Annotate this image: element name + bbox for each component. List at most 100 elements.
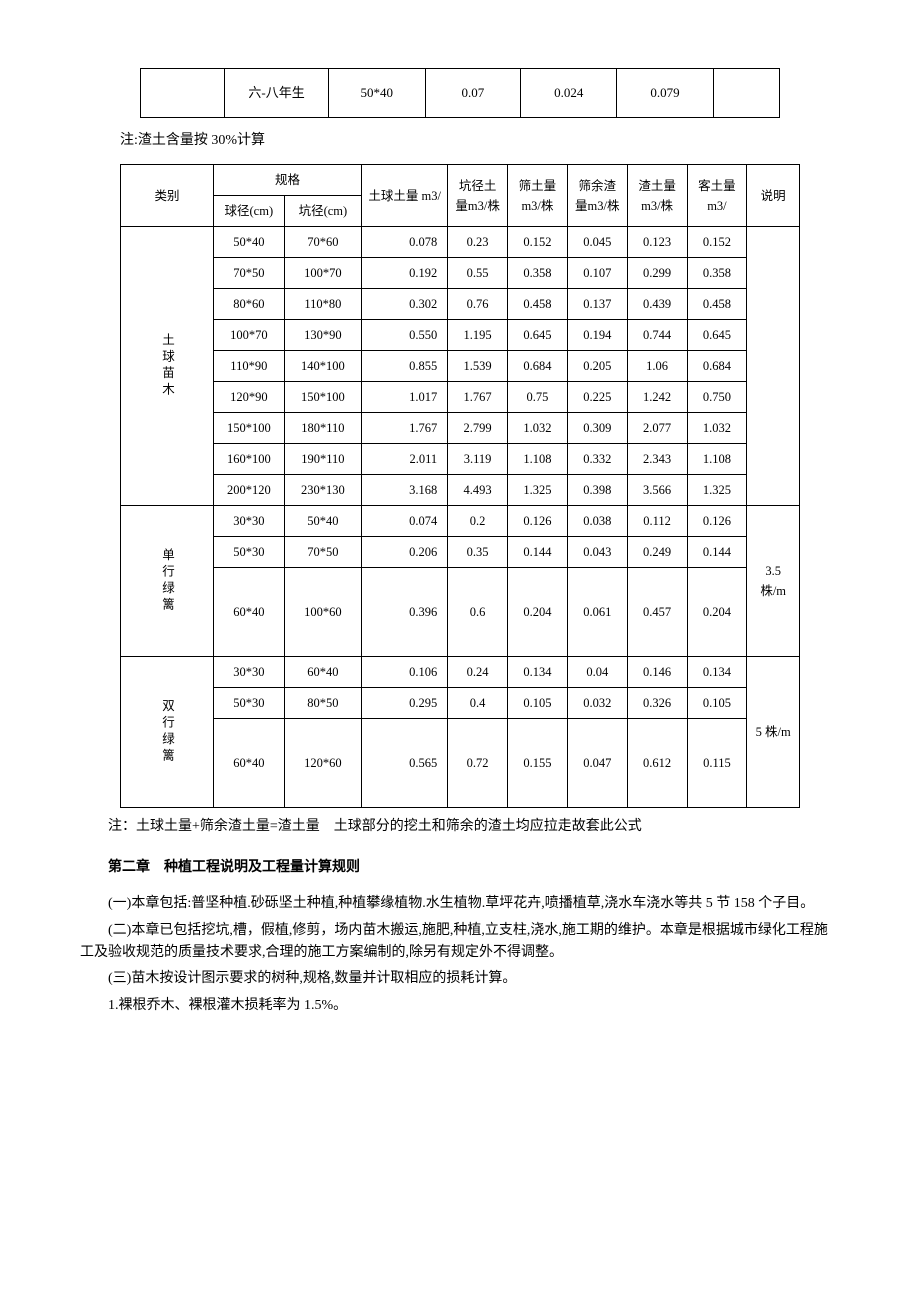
data-cell: 2.343 [627,444,687,475]
data-cell: 1.108 [687,444,747,475]
data-cell: 0.112 [627,506,687,537]
data-cell: 3.168 [362,475,448,506]
data-cell: 1.108 [508,444,568,475]
hdr-slag-vol: 渣土量m3/株 [627,165,687,227]
data-cell: 0.126 [508,506,568,537]
data-cell: 0.043 [567,537,627,568]
data-cell: 230*130 [284,475,361,506]
data-cell: 130*90 [284,320,361,351]
data-cell: 0.299 [627,258,687,289]
data-cell: 1.767 [448,382,508,413]
data-cell: 0.105 [687,688,747,719]
data-cell: 0.76 [448,289,508,320]
para-2: (二)本章已包括挖坑,槽，假植,修剪，场内苗木搬运,施肥,种植,立支柱,浇水,施… [80,920,840,965]
data-cell: 0.302 [362,289,448,320]
data-cell: 30*30 [214,657,285,688]
data-cell: 3.119 [448,444,508,475]
data-cell: 120*60 [284,719,361,808]
cell: 六-八年生 [225,69,329,118]
data-cell: 0.550 [362,320,448,351]
data-cell: 0.744 [627,320,687,351]
data-cell: 70*50 [284,537,361,568]
data-cell: 1.032 [508,413,568,444]
cell-empty [141,69,225,118]
data-cell: 200*120 [214,475,285,506]
data-cell: 140*100 [284,351,361,382]
data-cell: 0.146 [627,657,687,688]
data-cell: 1.325 [687,475,747,506]
data-cell: 0.358 [687,258,747,289]
note-cell [747,227,800,506]
data-cell: 0.106 [362,657,448,688]
cat-cell: 单行绿篱 [121,506,214,657]
data-cell: 0.045 [567,227,627,258]
data-cell: 100*70 [284,258,361,289]
data-cell: 0.205 [567,351,627,382]
data-cell: 2.077 [627,413,687,444]
note-cell: 5 株/m [747,657,800,808]
data-cell: 0.684 [687,351,747,382]
hdr-note: 说明 [747,165,800,227]
data-cell: 0.134 [508,657,568,688]
data-cell: 50*30 [214,537,285,568]
para-1: (一)本章包括:普坚种植.砂砾坚土种植,种植攀缘植物.水生植物.草坪花卉,喷播植… [80,893,840,915]
data-cell: 0.204 [508,568,568,657]
hdr-ball-dia: 球径(cm) [214,196,285,227]
data-cell: 0.457 [627,568,687,657]
data-cell: 0.612 [627,719,687,808]
data-cell: 0.72 [448,719,508,808]
data-cell: 4.493 [448,475,508,506]
data-cell: 0.047 [567,719,627,808]
hdr-pit-dia: 坑径(cm) [284,196,361,227]
data-cell: 190*110 [284,444,361,475]
data-cell: 0.225 [567,382,627,413]
data-cell: 0.061 [567,568,627,657]
data-cell: 2.011 [362,444,448,475]
data-cell: 50*30 [214,688,285,719]
data-cell: 0.2 [448,506,508,537]
data-cell: 0.645 [508,320,568,351]
data-cell: 0.074 [362,506,448,537]
data-cell: 1.195 [448,320,508,351]
data-cell: 0.326 [627,688,687,719]
data-cell: 0.152 [687,227,747,258]
cell: 0.07 [425,69,521,118]
data-cell: 0.038 [567,506,627,537]
data-cell: 0.750 [687,382,747,413]
data-cell: 1.032 [687,413,747,444]
data-cell: 0.204 [687,568,747,657]
data-cell: 0.032 [567,688,627,719]
data-cell: 1.06 [627,351,687,382]
data-cell: 0.24 [448,657,508,688]
data-cell: 0.458 [687,289,747,320]
data-cell: 110*80 [284,289,361,320]
hdr-pit-vol: 坑径土量m3/株 [448,165,508,227]
data-cell: 0.107 [567,258,627,289]
data-cell: 0.332 [567,444,627,475]
data-cell: 0.115 [687,719,747,808]
data-cell: 0.04 [567,657,627,688]
data-cell: 0.439 [627,289,687,320]
hdr-ball-vol: 土球土量 m3/ [362,165,448,227]
data-cell: 80*60 [214,289,285,320]
data-cell: 0.249 [627,537,687,568]
data-cell: 0.078 [362,227,448,258]
data-cell: 70*50 [214,258,285,289]
data-cell: 0.105 [508,688,568,719]
data-cell: 1.325 [508,475,568,506]
cell: 0.079 [617,69,713,118]
data-cell: 0.6 [448,568,508,657]
data-cell: 0.75 [508,382,568,413]
data-cell: 0.144 [508,537,568,568]
data-cell: 100*70 [214,320,285,351]
data-cell: 0.645 [687,320,747,351]
cat-cell: 土球苗木 [121,227,214,506]
data-cell: 60*40 [284,657,361,688]
data-cell: 100*60 [284,568,361,657]
data-cell: 0.398 [567,475,627,506]
data-cell: 50*40 [284,506,361,537]
data-cell: 150*100 [214,413,285,444]
data-cell: 1.767 [362,413,448,444]
data-cell: 160*100 [214,444,285,475]
data-cell: 0.152 [508,227,568,258]
